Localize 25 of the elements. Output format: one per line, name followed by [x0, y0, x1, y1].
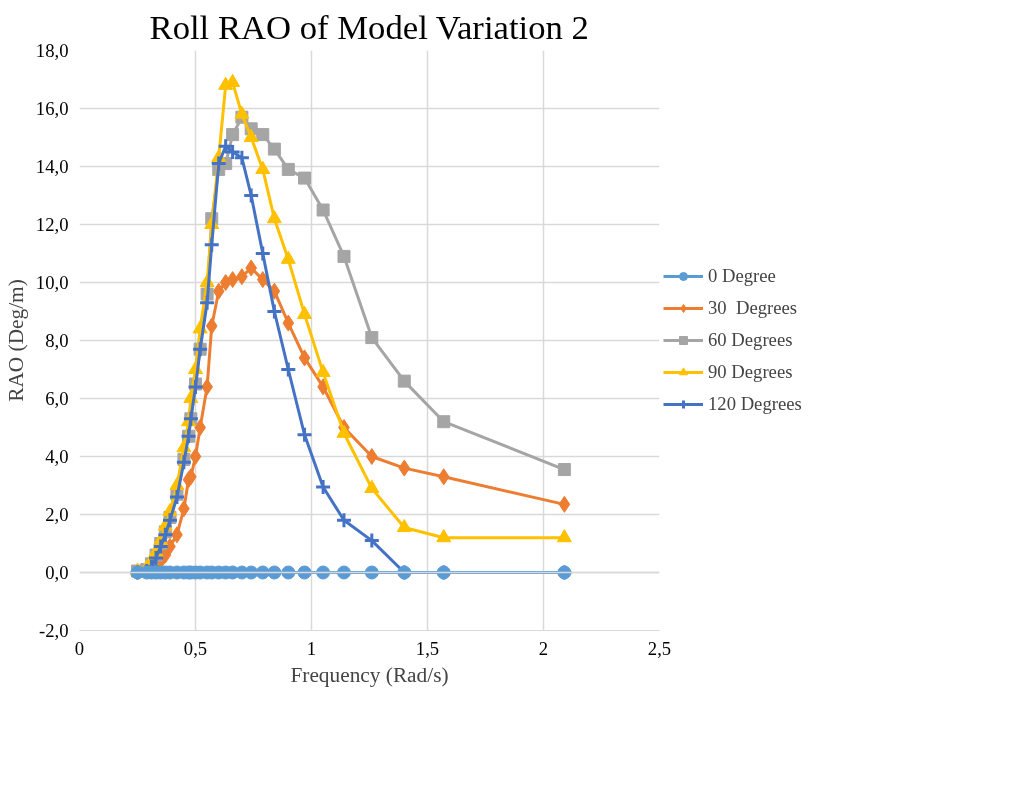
x-tick-label: 1 — [306, 637, 317, 659]
legend-label: 120 Degrees — [708, 393, 802, 415]
y-axis-title: RAO (Deg/m) — [3, 279, 28, 402]
x-tick-label: 2 — [538, 637, 549, 659]
y-tick-label: 6,0 — [45, 388, 69, 409]
x-axis-title: Frequency (Rad/s) — [290, 662, 449, 687]
legend-label: 90 Degrees — [708, 361, 793, 383]
x-tick-label: 0,5 — [183, 637, 208, 659]
y-tick-label: 12,0 — [35, 214, 69, 235]
x-tick-label: 0 — [74, 637, 85, 659]
legend-label: 30 Degrees — [708, 297, 798, 319]
y-tick-label: 4,0 — [45, 446, 69, 467]
y-tick-label: -2,0 — [38, 620, 69, 641]
x-tick-label: 2,5 — [647, 637, 672, 659]
y-tick-label: 16,0 — [35, 98, 69, 119]
y-tick-label: 18,0 — [35, 40, 69, 61]
y-tick-label: 8,0 — [45, 330, 69, 351]
chart-title: Roll RAO of Model Variation 2 — [149, 7, 589, 46]
x-tick-label: 1,5 — [415, 637, 440, 659]
legend-label: 60 Degrees — [708, 329, 793, 351]
legend-label: 0 Degree — [708, 265, 776, 287]
y-tick-label: 0,0 — [45, 562, 69, 583]
y-tick-label: 2,0 — [45, 504, 69, 525]
y-tick-label: 14,0 — [35, 156, 69, 177]
y-tick-label: 10,0 — [35, 272, 69, 293]
